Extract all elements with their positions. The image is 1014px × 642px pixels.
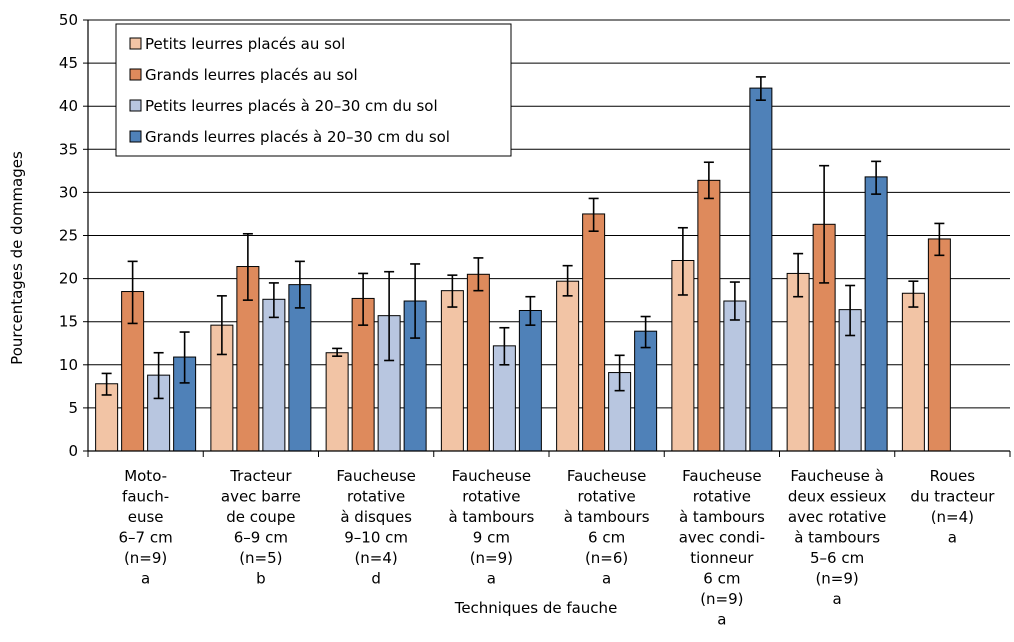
legend: Petits leurres placés au sol Grands leurr…: [115, 23, 512, 157]
bar: [288, 284, 312, 452]
category-label: de coupe: [226, 508, 295, 526]
legend-label: Grands leurres placés au sol: [145, 66, 358, 84]
legend-swatch: [129, 99, 142, 112]
y-tick-label: 45: [59, 54, 78, 72]
category-label: Faucheuse: [567, 467, 646, 485]
category-label: a: [948, 529, 957, 547]
y-tick-label: 50: [59, 11, 78, 29]
bar: [723, 300, 747, 452]
y-tick-label: 25: [59, 227, 78, 245]
category-label: avec condi-: [679, 529, 765, 547]
legend-swatch: [129, 37, 142, 50]
category-label: Faucheuse à: [790, 467, 883, 485]
bar: [582, 213, 606, 452]
bar: [556, 280, 580, 452]
category-label: du tracteur: [910, 488, 995, 506]
bar: [927, 238, 951, 452]
category-label: 6–7 cm: [119, 529, 173, 547]
category-label: avec rotative: [788, 508, 887, 526]
bar: [901, 292, 925, 452]
category-label: rotative: [578, 488, 636, 506]
category-label: a: [602, 570, 611, 588]
bar: [262, 298, 286, 452]
category-label: tionneur: [690, 549, 754, 567]
y-tick-labels: 0 5 10 15 20 25 30 35 40 45 50: [59, 11, 78, 460]
category-label: deux essieux: [788, 488, 887, 506]
category-label: Tracteur: [229, 467, 292, 485]
legend-swatch: [129, 130, 142, 143]
category-label: d: [371, 570, 381, 588]
category-label: b: [256, 570, 266, 588]
category-label: (n=4): [354, 549, 397, 567]
category-label: à tambours: [448, 508, 534, 526]
y-tick-label: 30: [59, 183, 78, 201]
bar: [440, 290, 464, 452]
category-label: à tambours: [794, 529, 880, 547]
bar: [864, 176, 888, 452]
y-tick-label: 0: [68, 442, 78, 460]
category-label: rotative: [462, 488, 520, 506]
category-label: a: [487, 570, 496, 588]
legend-label: Petits leurres placés au sol: [145, 35, 345, 53]
category-label: rotative: [347, 488, 405, 506]
bar: [634, 330, 658, 452]
bar: [786, 272, 810, 452]
category-label: a: [141, 570, 150, 588]
bar: [518, 309, 542, 452]
category-label: à disques: [340, 508, 412, 526]
category-label: 9–10 cm: [344, 529, 408, 547]
bar: [325, 352, 349, 452]
error-bars: [101, 76, 945, 400]
category-label: 6 cm: [703, 570, 740, 588]
x-axis-title: Techniques de fauche: [454, 599, 618, 617]
category-label: à tambours: [679, 508, 765, 526]
category-label: Roues: [930, 467, 976, 485]
category-label: Moto-: [124, 467, 167, 485]
category-label: Faucheuse: [336, 467, 415, 485]
bars: [95, 87, 951, 452]
category-label: a: [833, 590, 842, 608]
y-tick-label: 40: [59, 97, 78, 115]
category-label: 9 cm: [473, 529, 510, 547]
category-label: (n=9): [700, 590, 743, 608]
bar: [749, 87, 773, 452]
category-label: avec barre: [221, 488, 301, 506]
category-label: 6 cm: [588, 529, 625, 547]
category-label: 6–9 cm: [234, 529, 288, 547]
category-label: (n=9): [815, 570, 858, 588]
category-label: (n=5): [239, 549, 282, 567]
category-label: euse: [128, 508, 164, 526]
bar: [466, 273, 490, 452]
bar: [697, 179, 721, 452]
legend-swatch: [129, 68, 142, 81]
category-label: (n=4): [931, 508, 974, 526]
category-label: a: [717, 611, 726, 629]
axes: [87, 20, 1011, 457]
category-label: (n=9): [470, 549, 513, 567]
y-tick-label: 20: [59, 270, 78, 288]
x-category-labels: Moto-fauch-euse 6–7 cm (n=9) a Tracteur avec …: [119, 467, 996, 629]
category-label: Faucheuse: [682, 467, 761, 485]
y-tick-label: 10: [59, 356, 78, 374]
y-tick-label: 35: [59, 140, 78, 158]
y-tick-label: 5: [68, 399, 78, 417]
category-label: à tambours: [564, 508, 650, 526]
category-label: Faucheuse: [452, 467, 531, 485]
category-label: 5–6 cm: [810, 549, 864, 567]
category-label: (n=9): [124, 549, 167, 567]
category-label: (n=6): [585, 549, 628, 567]
y-axis-title: Pourcentages de dommages: [8, 151, 26, 365]
legend-label: Petits leurres placés à 20–30 cm du sol: [145, 97, 438, 115]
legend-label: Grands leurres placés à 20–30 cm du sol: [145, 128, 450, 146]
legend-box: [115, 23, 512, 157]
y-tick-label: 15: [59, 313, 78, 331]
category-label: fauch-: [122, 488, 169, 506]
category-label: rotative: [693, 488, 751, 506]
